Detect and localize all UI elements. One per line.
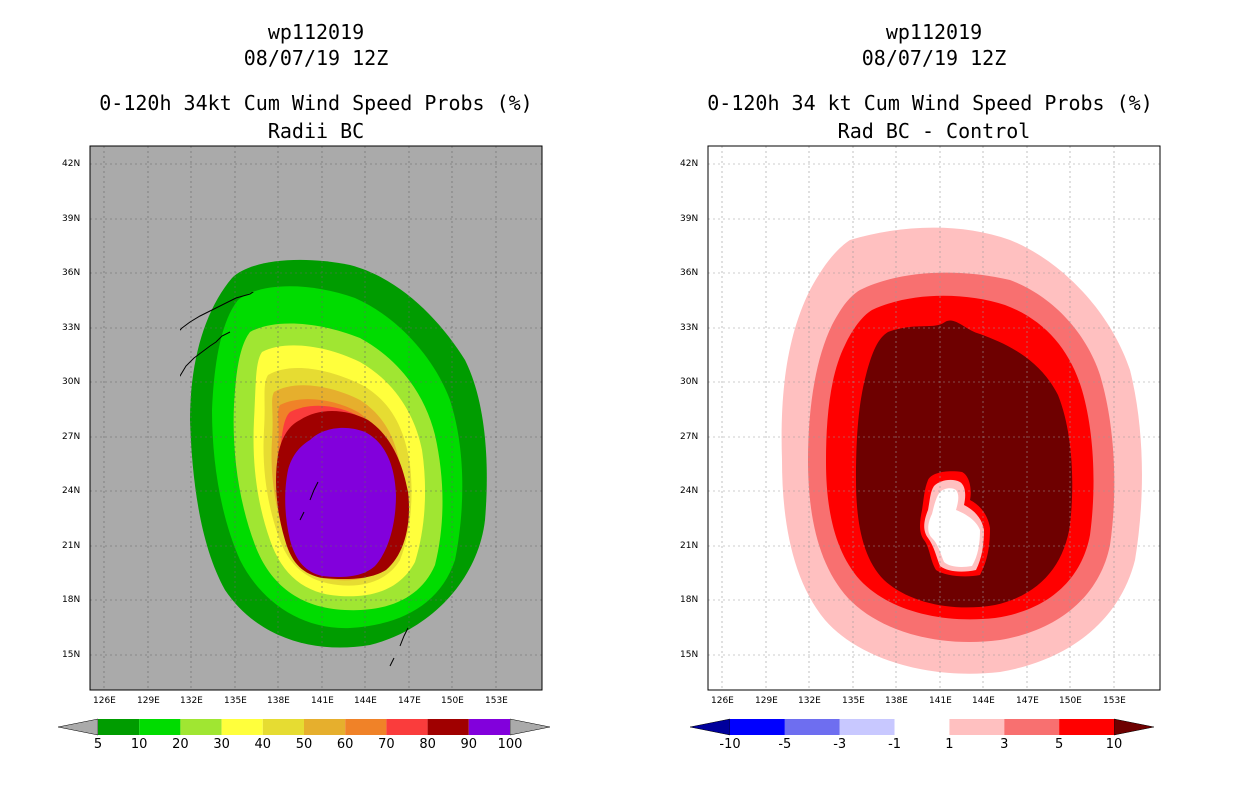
colorbar-swatch [304, 719, 346, 735]
colorbar-swatch [839, 719, 895, 735]
colorbar-label: 10 [1105, 737, 1123, 752]
colorbar-left-arrow [689, 718, 731, 736]
colorbar-swatch [262, 719, 304, 735]
colorbar-swatch [784, 719, 840, 735]
colorbar-swatch [98, 719, 140, 735]
lat-label: 36N [680, 268, 699, 278]
lat-label: 27N [62, 432, 81, 442]
colorbar-label: 1 [945, 737, 954, 752]
right-difference-contours [781, 227, 1142, 674]
lat-label: 33N [680, 323, 699, 333]
lon-label: 141E [311, 696, 334, 706]
colorbar-swatch [1059, 719, 1114, 735]
colorbar-label: 20 [172, 737, 189, 752]
colorbar-label: 5 [93, 737, 103, 752]
colorbar-right-arrow [1113, 718, 1155, 736]
right-title-line4: Rad BC - Control [837, 119, 1031, 143]
colorbar-label: 10 [130, 737, 148, 752]
colorbar-label: -1 [888, 737, 902, 752]
colorbar-left-arrow [57, 718, 99, 736]
right-title-line1: wp112019 [885, 20, 983, 44]
lat-label: 18N [680, 595, 699, 605]
colorbar-label: 80 [419, 737, 436, 752]
right-title-line3: 0-120h 34 kt Cum Wind Speed Probs (%) [707, 91, 1153, 115]
lat-label: 30N [680, 377, 699, 387]
lat-label: 21N [62, 541, 81, 551]
colorbar-swatch [730, 719, 785, 735]
colorbar-label: -5 [778, 737, 792, 752]
colorbar-label: 3 [1000, 737, 1009, 752]
colorbar-label: 90 [460, 737, 478, 752]
left-map [89, 145, 543, 691]
colorbar-swatch [386, 719, 428, 735]
colorbar-label: 60 [336, 737, 354, 752]
lat-label: 42N [680, 159, 699, 169]
left-title-line2: 08/07/19 12Z [243, 46, 389, 70]
lon-label: 147E [1016, 696, 1039, 706]
lon-label: 129E [755, 696, 778, 706]
lat-label: 24N [62, 486, 81, 496]
right-map-frame [707, 145, 1161, 691]
lat-label: 27N [680, 432, 699, 442]
colorbar-swatch [221, 719, 263, 735]
lon-label: 147E [398, 696, 421, 706]
colorbar-label: 5 [1055, 737, 1064, 752]
left-title-line3: 0-120h 34kt Cum Wind Speed Probs (%) [99, 91, 533, 115]
lat-label: 42N [62, 159, 81, 169]
colorbar-swatch [139, 719, 181, 735]
lon-label: 150E [1059, 696, 1082, 706]
colorbar-label: 50 [295, 737, 313, 752]
lon-label: 129E [137, 696, 160, 706]
right-colorbar [689, 718, 1155, 736]
lon-label: 138E [267, 696, 290, 706]
lon-label: 144E [354, 696, 377, 706]
colorbar-right-arrow [509, 718, 551, 736]
left-probability-contours [190, 259, 487, 648]
left-map-frame [89, 145, 543, 691]
lon-label: 141E [929, 696, 952, 706]
lat-label: 18N [62, 595, 81, 605]
left-title-line4: Radii BC [267, 119, 365, 143]
colorbar-swatch [1004, 719, 1060, 735]
colorbar-swatch [345, 719, 387, 735]
colorbar-label: -3 [833, 737, 847, 752]
lat-label: 15N [680, 650, 699, 660]
lat-label: 15N [62, 650, 81, 660]
lat-label: 21N [680, 541, 699, 551]
colorbar-label: 70 [378, 737, 395, 752]
lon-label: 132E [798, 696, 821, 706]
lat-label: 39N [62, 214, 81, 224]
left-title-line1: wp112019 [267, 20, 365, 44]
colorbar-label: 30 [213, 737, 230, 752]
right-title-line2: 08/07/19 12Z [861, 46, 1007, 70]
lon-label: 138E [885, 696, 908, 706]
right-map [707, 145, 1161, 691]
colorbar-swatch [427, 719, 469, 735]
lat-label: 24N [680, 486, 699, 496]
lon-label: 153E [485, 696, 508, 706]
colorbar-swatch [180, 719, 222, 735]
lon-label: 126E [93, 696, 116, 706]
lon-label: 153E [1103, 696, 1126, 706]
colorbar-label: 100 [497, 737, 523, 752]
colorbar-swatch [949, 719, 1005, 735]
lon-label: 144E [972, 696, 995, 706]
lon-label: 135E [842, 696, 865, 706]
lon-label: 132E [180, 696, 203, 706]
lat-label: 30N [62, 377, 81, 387]
lat-label: 36N [62, 268, 81, 278]
colorbar-swatch [894, 719, 950, 735]
colorbar-label: 40 [254, 737, 272, 752]
lat-label: 39N [680, 214, 699, 224]
colorbar-swatch [468, 719, 510, 735]
colorbar-label: -10 [719, 737, 741, 752]
lon-label: 135E [224, 696, 247, 706]
lon-label: 126E [711, 696, 734, 706]
lat-label: 33N [62, 323, 81, 333]
lon-label: 150E [441, 696, 464, 706]
left-colorbar [57, 718, 551, 736]
